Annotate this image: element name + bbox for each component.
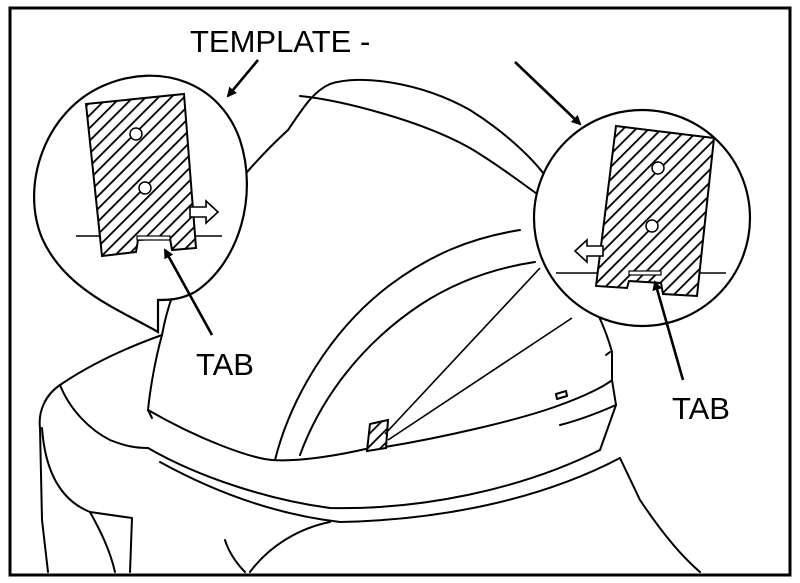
body-lower-front-2 (159, 457, 621, 523)
body-lower-front (147, 404, 617, 510)
hood-center-curve-1 (274, 229, 521, 461)
right-template-hole-1 (651, 161, 665, 175)
body-left-outline (38, 334, 163, 573)
body-lower-front-3 (249, 521, 331, 573)
body-left-skirt-inner (89, 511, 116, 573)
body-left-skirt (41, 427, 133, 573)
left-tab-strip (136, 235, 171, 241)
right-callout (532, 108, 752, 328)
body-left-inner (59, 384, 149, 449)
body-bottom-left-lines (224, 539, 246, 573)
body-bottom-right (619, 457, 701, 573)
right-template-hole-2 (645, 219, 659, 233)
cowl-right-step (605, 351, 611, 356)
tab-label-left: TAB (196, 347, 254, 382)
template-label: TEMPLATE - (190, 24, 371, 59)
template-pointer-arrow (226, 59, 259, 98)
right-tab-strip (628, 270, 662, 276)
left-tab-pointer-arrow (163, 248, 214, 336)
cowl-right (559, 351, 617, 426)
hood-body (38, 78, 701, 573)
left-template-hole-1 (129, 127, 143, 141)
hood-front-slope (147, 334, 163, 411)
figure-border (8, 6, 792, 577)
callout-leaders-right (384, 267, 573, 441)
right-tab-pointer-arrow (652, 280, 685, 381)
tab-label-right: TAB (672, 391, 730, 426)
hood-front-face-inner (147, 409, 153, 419)
installed-template-shape (365, 418, 390, 453)
cowl-slot (555, 390, 568, 400)
right-pointer-arrow (514, 61, 582, 126)
installed-template (365, 418, 390, 453)
hood-center-curve-2 (299, 261, 536, 456)
pointer-arrows (163, 59, 685, 381)
left-callout (33, 74, 248, 334)
right-direction-arrow-icon (573, 238, 604, 264)
hood-top-inner-ridge (299, 95, 541, 197)
left-direction-arrow-icon (189, 199, 220, 225)
left-template-piece (84, 92, 198, 258)
left-template-hole-2 (138, 181, 152, 195)
